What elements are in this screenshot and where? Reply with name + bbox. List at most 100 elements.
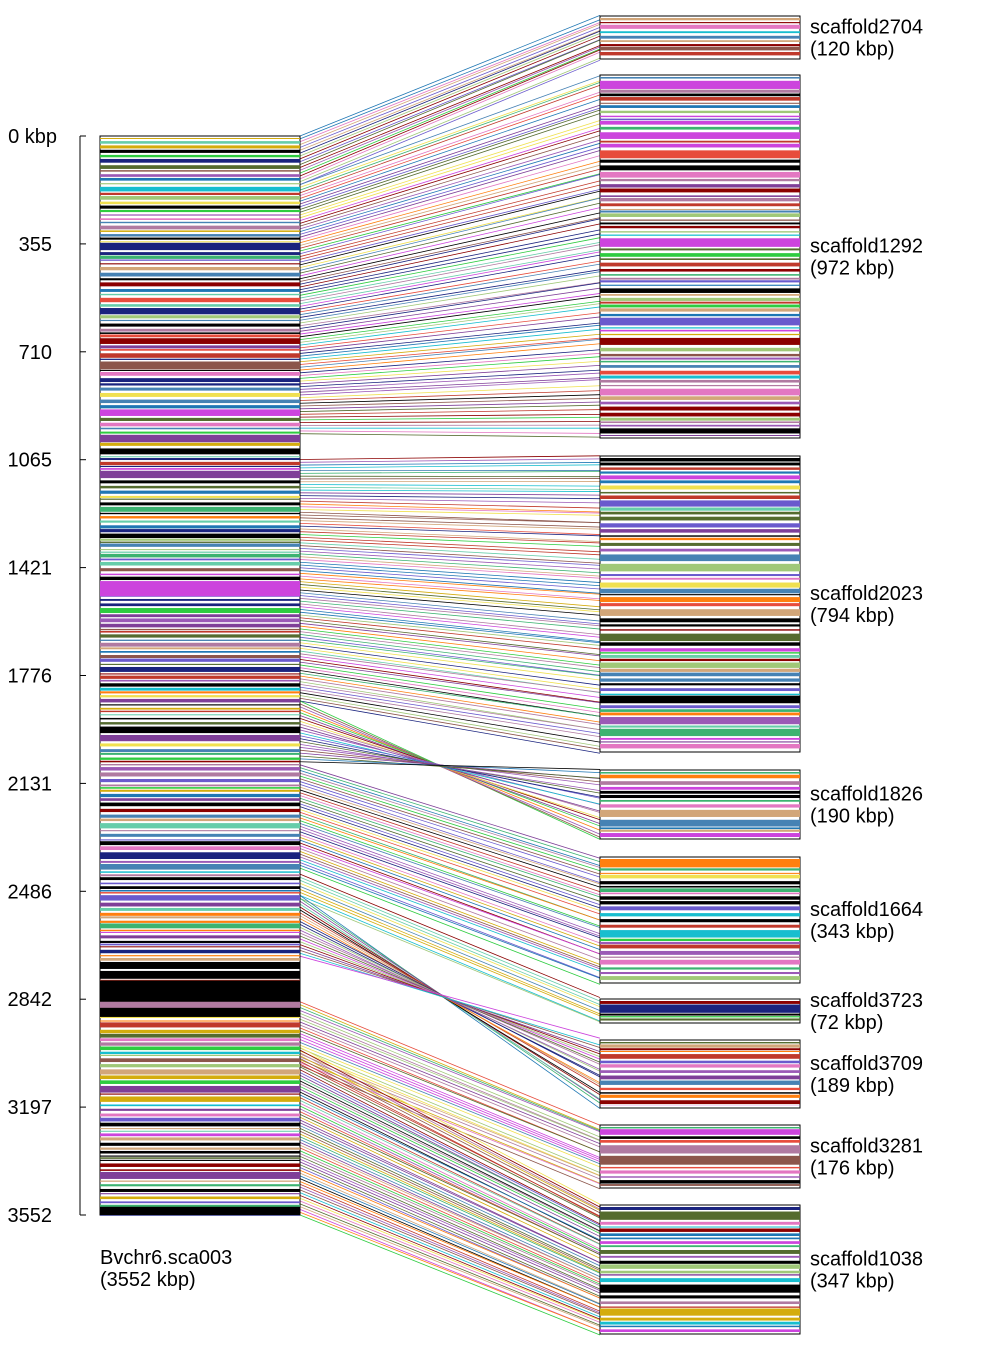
scaffold-stripe <box>600 743 800 749</box>
chromosome-stripe <box>100 679 300 682</box>
synteny-link <box>299 59 601 185</box>
scaffold-size: (972 kbp) <box>810 258 895 280</box>
kbp-axis: 0 kbp 355 710 1065 1421 1776 2131 2486 2842 3197 3… <box>8 126 86 1227</box>
scaffold-stripe <box>600 582 800 588</box>
scaffold-stripe <box>600 794 800 799</box>
synteny-link <box>299 271 601 321</box>
synteny-link <box>299 1024 601 1148</box>
scaffold-stripe <box>600 950 800 955</box>
scaffold-stripe <box>600 624 800 627</box>
synteny-link <box>299 164 601 246</box>
chromosome-stripe <box>100 798 300 801</box>
synteny-link <box>299 1041 601 1165</box>
synteny-link <box>299 1049 601 1208</box>
synteny-link <box>299 695 601 747</box>
chromosome-stripe <box>100 1196 300 1200</box>
chromosome-stripe <box>100 935 300 939</box>
scaffold-stripe <box>600 695 800 704</box>
scaffold-stripe <box>600 1070 800 1073</box>
scaffold-stripe <box>600 360 800 363</box>
chromosome-stripe <box>100 979 300 981</box>
synteny-link <box>299 795 601 896</box>
scaffold-stripe <box>600 790 800 794</box>
synteny-link <box>299 539 601 556</box>
scaffold-stripe <box>600 1127 800 1129</box>
synteny-link <box>299 1039 601 1162</box>
synteny-link <box>299 409 601 415</box>
synteny-link <box>299 797 601 898</box>
synteny-link <box>299 536 601 553</box>
chromosome-stripe <box>100 177 300 181</box>
synteny-link <box>299 761 601 770</box>
synteny-link <box>299 642 601 681</box>
chromosome-stripe <box>100 1108 300 1111</box>
synteny-link <box>299 697 601 750</box>
chromosome-stripe <box>100 561 300 566</box>
chromosome-stripe <box>100 456 300 458</box>
synteny-link <box>299 1044 601 1168</box>
scaffold-stripe <box>600 892 800 895</box>
synteny-link <box>299 783 601 884</box>
chromosome-stripe <box>100 1137 300 1141</box>
scaffold-stripe <box>600 1054 800 1059</box>
chromosome-stripe <box>100 282 300 287</box>
synteny-link <box>299 287 601 332</box>
scaffold-stripe <box>600 258 800 260</box>
synteny-link <box>299 1004 601 1131</box>
scaffold-stripe <box>600 225 800 229</box>
chromosome-stripe <box>100 1029 300 1034</box>
synteny-link <box>299 567 601 590</box>
synteny-link <box>299 509 601 516</box>
synteny-link <box>299 180 601 257</box>
chromosome-stripe <box>100 1184 300 1187</box>
synteny-link <box>299 202 601 274</box>
chromosome-stripe <box>100 695 300 698</box>
synteny-link <box>299 839 601 951</box>
chromosome-stripe <box>100 533 300 539</box>
synteny-link <box>299 174 601 255</box>
synteny-link <box>299 1203 601 1326</box>
chromosome-stripe <box>100 912 300 916</box>
scaffold-stripe <box>600 471 800 474</box>
chromosome-stripe <box>100 549 300 551</box>
synteny-link <box>299 1105 601 1252</box>
synteny-link <box>299 1012 601 1138</box>
synteny-link <box>299 1102 601 1250</box>
scaffold-stripe <box>600 804 800 808</box>
synteny-link <box>299 639 601 677</box>
synteny-link <box>299 127 601 221</box>
chromosome-stripe <box>100 149 300 153</box>
scaffold-stripe <box>600 1278 800 1283</box>
scaffold-stripe <box>600 396 800 400</box>
synteny-link <box>299 603 601 635</box>
scaffold-stripe <box>600 872 800 874</box>
scaffold-stripe <box>600 1184 800 1186</box>
scaffold-stripe <box>600 434 800 436</box>
axis-tick-label: 2486 <box>8 881 53 903</box>
scaffold-stripe <box>600 384 800 387</box>
chromosome-stripe <box>100 458 300 461</box>
synteny-link <box>299 123 601 219</box>
synteny-link <box>299 142 601 233</box>
synteny-link <box>299 589 601 616</box>
scaffold-3723 <box>599 998 801 1024</box>
chromosome-stripe <box>100 871 300 873</box>
axis-tick-label: 355 <box>19 234 52 256</box>
synteny-link <box>299 1077 601 1228</box>
chromosome-stripe <box>100 1054 300 1057</box>
chromosome-stripe <box>100 230 300 232</box>
chromosome-stripe <box>100 448 300 455</box>
synteny-link <box>299 895 601 1022</box>
chromosome-stripe <box>100 498 300 500</box>
synteny-link <box>299 1200 601 1323</box>
synteny-link <box>299 528 601 543</box>
synteny-link <box>299 803 601 906</box>
scaffold-stripe <box>600 516 800 521</box>
scaffold-stripe <box>600 881 800 885</box>
scaffold-stripe <box>600 188 800 193</box>
synteny-link <box>299 692 601 743</box>
scaffold-stripe <box>600 976 800 980</box>
scaffold-stripe <box>600 1228 800 1232</box>
chromosome-stripe <box>100 345 300 349</box>
